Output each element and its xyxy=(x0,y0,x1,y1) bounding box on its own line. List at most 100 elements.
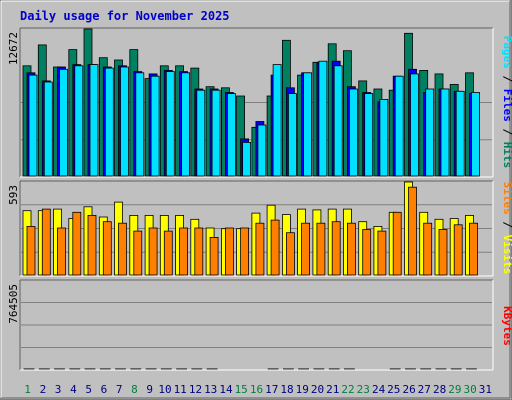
bar-pages-day-30 xyxy=(471,92,480,177)
legend-entry-hits: Hits xyxy=(501,142,512,169)
bar-sites-day-1 xyxy=(26,225,36,276)
legend-entry-sites: Sites xyxy=(501,182,512,215)
bar-sites-day-18 xyxy=(285,232,295,276)
bar-pages-day-2 xyxy=(43,81,53,177)
bar-sites-day-30 xyxy=(469,222,478,276)
bar-sites-day-5 xyxy=(87,214,97,276)
day-label-12: 12 xyxy=(189,383,202,396)
bar-pages-day-15 xyxy=(242,141,252,177)
bar-sites-day-12 xyxy=(194,227,204,276)
legend-entry-files: Files xyxy=(501,89,512,122)
bar-pages-day-6 xyxy=(104,67,114,177)
bar-pages-day-17 xyxy=(272,64,282,177)
bar-sites-day-6 xyxy=(102,221,112,276)
bar-sites-day-2 xyxy=(41,208,51,276)
day-label-1: 1 xyxy=(24,383,31,396)
bar-pages-day-28 xyxy=(440,88,450,177)
bar-sites-day-15 xyxy=(240,227,250,276)
chart-title: Daily usage for November 2025 xyxy=(20,9,230,23)
legend-kbytes: KBytes xyxy=(501,306,512,346)
bar-sites-day-17 xyxy=(270,219,280,276)
day-label-14: 14 xyxy=(219,383,233,396)
day-label-31: 31 xyxy=(479,383,492,396)
bar-sites-day-26 xyxy=(408,186,417,276)
bar-sites-day-7 xyxy=(118,222,127,276)
bar-sites-day-28 xyxy=(438,229,448,276)
day-label-4: 4 xyxy=(70,383,77,396)
bar-sites-day-22 xyxy=(346,222,356,276)
legend-entry-pages: Pages xyxy=(501,36,512,69)
day-label-27: 27 xyxy=(418,383,431,396)
bar-pages-day-16 xyxy=(257,124,267,177)
bar-pages-day-9 xyxy=(150,75,160,177)
bar-pages-day-26 xyxy=(410,73,419,177)
bar-sites-day-3 xyxy=(57,227,66,276)
bar-sites-day-13 xyxy=(209,236,219,276)
bar-sites-day-24 xyxy=(377,230,387,276)
day-label-25: 25 xyxy=(387,383,400,396)
bar-pages-day-14 xyxy=(226,93,236,177)
day-label-23: 23 xyxy=(357,383,370,396)
legend-separator: / xyxy=(501,122,512,142)
bar-sites-day-19 xyxy=(301,222,311,276)
legend-hits-files-pages: Pages / Files / Hits xyxy=(501,36,512,169)
bar-sites-day-8 xyxy=(133,230,143,276)
day-label-9: 9 xyxy=(146,383,153,396)
day-label-19: 19 xyxy=(296,383,309,396)
day-label-8: 8 xyxy=(131,383,138,396)
bar-pages-day-7 xyxy=(120,66,129,177)
day-label-2: 2 xyxy=(40,383,47,396)
bar-pages-day-11 xyxy=(181,72,191,177)
legend-entry-visits: Visits xyxy=(501,235,512,275)
day-label-30: 30 xyxy=(463,383,476,396)
bar-pages-day-20 xyxy=(318,60,328,177)
bar-sites-day-23 xyxy=(362,229,372,276)
bar-pages-day-27 xyxy=(425,88,435,177)
bar-pages-day-12 xyxy=(196,89,206,177)
bar-sites-day-11 xyxy=(179,227,189,276)
day-label-3: 3 xyxy=(55,383,62,396)
day-label-28: 28 xyxy=(433,383,446,396)
bar-sites-day-21 xyxy=(331,221,341,276)
bar-pages-day-3 xyxy=(59,68,68,177)
bar-pages-day-23 xyxy=(364,93,374,177)
legend-entry-kbytes: KBytes xyxy=(501,306,512,346)
bar-pages-day-18 xyxy=(287,93,297,177)
bar-sites-day-27 xyxy=(423,222,433,276)
day-label-17: 17 xyxy=(265,383,278,396)
day-label-20: 20 xyxy=(311,383,324,396)
day-label-7: 7 xyxy=(116,383,123,396)
bar-pages-day-21 xyxy=(333,65,343,177)
bar-pages-day-10 xyxy=(165,71,175,177)
y-max-label: 764505 xyxy=(7,284,20,324)
bar-pages-day-1 xyxy=(28,74,38,177)
day-label-18: 18 xyxy=(280,383,293,396)
bar-sites-day-10 xyxy=(163,230,173,276)
bar-pages-day-13 xyxy=(211,89,221,177)
day-label-24: 24 xyxy=(372,383,386,396)
day-label-5: 5 xyxy=(85,383,92,396)
y-max-label: 12672 xyxy=(7,32,20,65)
bar-sites-day-25 xyxy=(392,211,402,276)
bar-sites-day-14 xyxy=(224,227,234,276)
bar-pages-day-22 xyxy=(348,88,358,177)
bar-pages-day-5 xyxy=(89,64,99,177)
legend-separator: / xyxy=(501,215,512,235)
bar-pages-day-8 xyxy=(135,72,145,177)
bar-sites-day-9 xyxy=(148,227,158,276)
bar-pages-day-24 xyxy=(379,99,389,177)
day-label-6: 6 xyxy=(101,383,108,396)
day-label-13: 13 xyxy=(204,383,217,396)
day-label-16: 16 xyxy=(250,383,263,396)
bar-pages-day-4 xyxy=(74,65,84,177)
day-label-26: 26 xyxy=(402,383,415,396)
day-label-21: 21 xyxy=(326,383,339,396)
bar-sites-day-16 xyxy=(255,222,265,276)
bar-pages-day-25 xyxy=(394,75,404,177)
bar-sites-day-4 xyxy=(72,211,82,276)
day-label-22: 22 xyxy=(341,383,354,396)
day-label-15: 15 xyxy=(235,383,248,396)
bar-sites-day-29 xyxy=(453,224,463,276)
legend-separator: / xyxy=(501,69,512,89)
